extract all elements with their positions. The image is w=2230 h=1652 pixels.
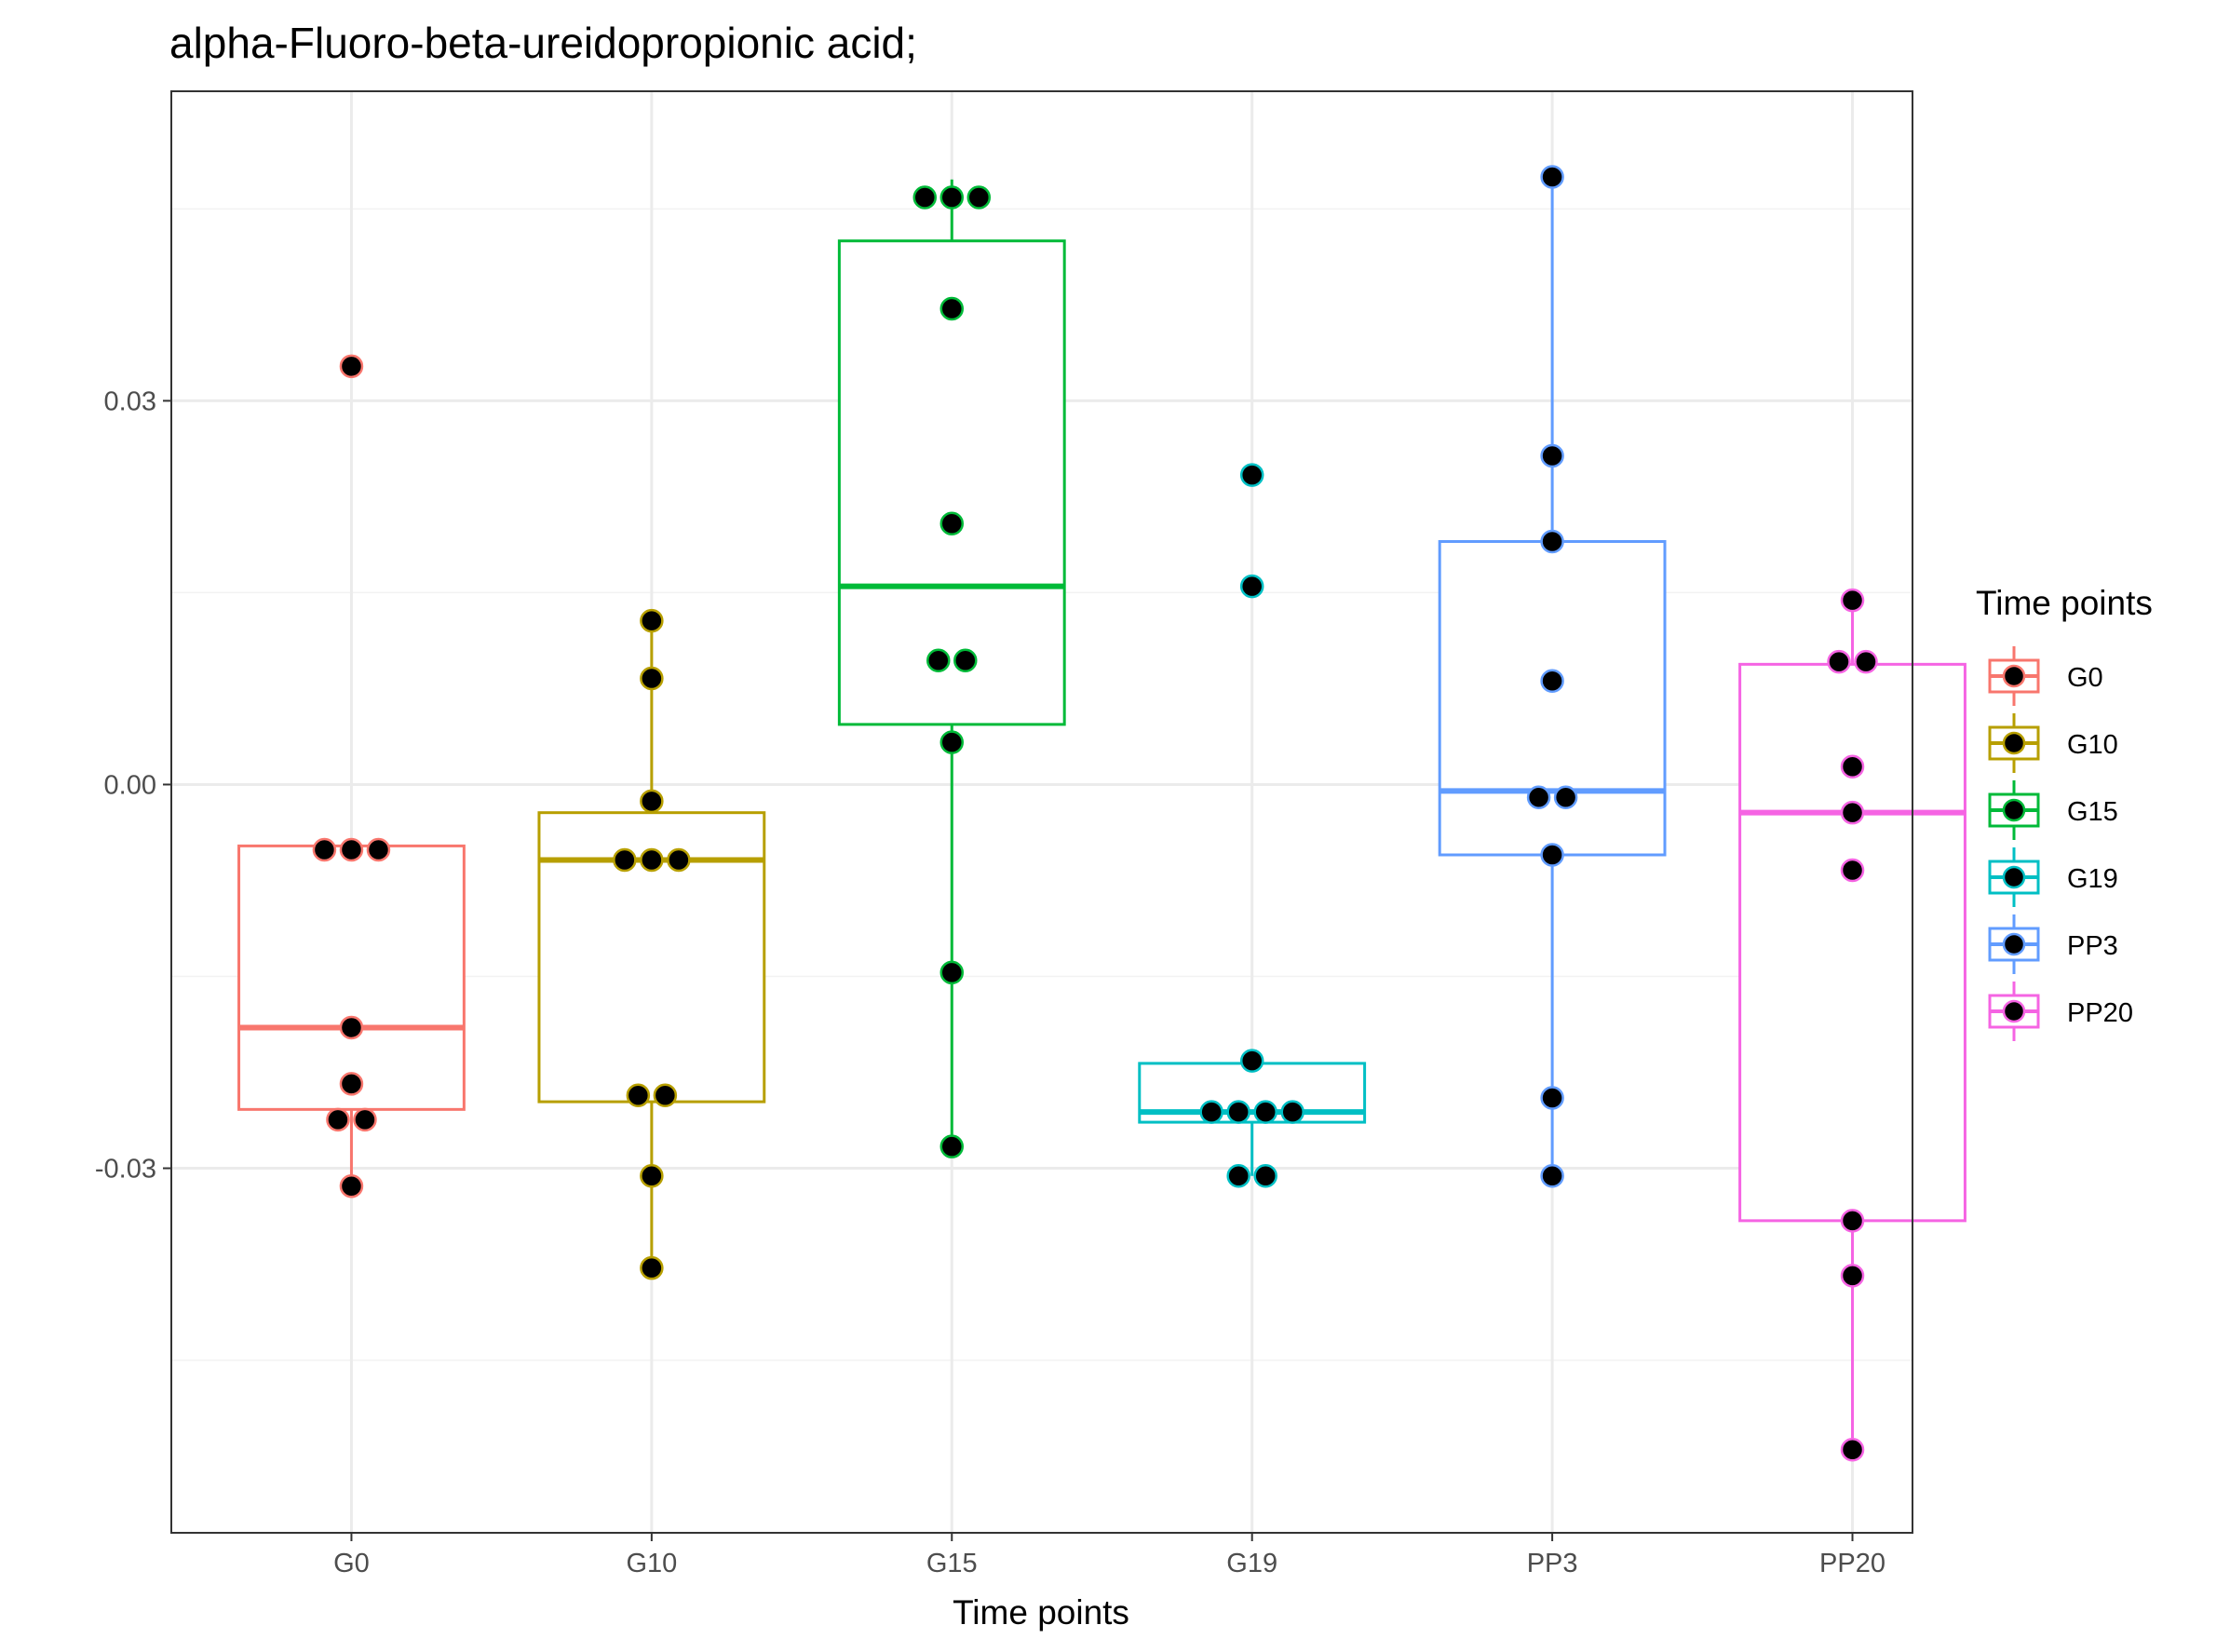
legend-key-point	[2002, 731, 2026, 755]
data-point	[339, 837, 364, 862]
data-point	[1854, 649, 1878, 674]
x-axis-title: Time points	[953, 1593, 1129, 1632]
data-point	[640, 789, 664, 814]
boxplot-g15	[837, 179, 1066, 1147]
data-point	[326, 1107, 350, 1132]
data-point	[1840, 1209, 1865, 1233]
legend-key-point	[2002, 932, 2026, 956]
data-point	[640, 666, 664, 691]
x-tick-label: G19	[1226, 1549, 1277, 1578]
boxplots	[237, 177, 1966, 1450]
legend-item-g19: G19	[1988, 847, 2118, 907]
data-point	[339, 1174, 364, 1198]
chart-title: alpha-Fluoro-beta-ureidopropionic acid;	[169, 19, 917, 67]
data-point	[667, 847, 691, 873]
data-points	[312, 165, 1878, 1462]
legend-label: PP20	[2067, 998, 2133, 1028]
data-point	[1540, 669, 1564, 693]
axes: -0.03 0.00 0.03 G0 G10 G15 G19 PP3 PP20	[95, 90, 1913, 1578]
data-point	[1553, 785, 1578, 809]
legend-key-point	[2002, 798, 2026, 822]
box	[1438, 539, 1667, 857]
legend-label: G10	[2067, 730, 2118, 760]
data-point	[1540, 1086, 1564, 1110]
box	[837, 239, 1066, 726]
data-point	[939, 296, 965, 321]
boxplot-g19	[1138, 1062, 1367, 1176]
data-point	[939, 1134, 965, 1158]
data-point	[1239, 463, 1264, 487]
data-point	[1239, 1049, 1264, 1073]
box	[237, 844, 466, 1111]
data-point	[640, 1164, 664, 1188]
data-point	[339, 1072, 364, 1096]
data-point	[1540, 843, 1564, 867]
legend-title: Time points	[1976, 584, 2153, 622]
legend-item-g10: G10	[1988, 713, 2118, 773]
legend-label: PP3	[2067, 931, 2118, 961]
data-point	[939, 960, 965, 985]
legend: Time points G0 G10 G15 G19 PP3 PP20	[1976, 584, 2153, 1041]
data-point	[1253, 1100, 1277, 1124]
data-point	[626, 1083, 651, 1107]
box	[1738, 662, 1966, 1223]
data-point	[953, 648, 978, 672]
y-tick-label: 0.00	[104, 770, 156, 800]
data-point	[640, 1255, 664, 1280]
data-point	[653, 1083, 678, 1107]
data-point	[1226, 1164, 1250, 1188]
data-point	[640, 608, 664, 633]
data-point	[339, 354, 364, 379]
data-point	[1840, 754, 1865, 779]
data-point	[1840, 588, 1865, 613]
legend-key-point	[2002, 999, 2026, 1023]
data-point	[966, 185, 992, 210]
data-point	[912, 185, 938, 210]
plot-border	[170, 90, 1913, 1534]
legend-key-point	[2002, 664, 2026, 688]
data-point	[1840, 1264, 1865, 1288]
data-point	[640, 847, 664, 873]
data-point	[312, 837, 337, 862]
x-tick-label: G10	[626, 1549, 677, 1578]
x-tick-label: PP20	[1819, 1549, 1885, 1578]
data-point	[1540, 529, 1564, 554]
data-point	[366, 837, 391, 862]
legend-key-point	[2002, 865, 2026, 889]
data-point	[1540, 443, 1564, 468]
legend-label: G19	[2067, 864, 2118, 894]
x-tick-label: PP3	[1527, 1549, 1578, 1578]
data-point	[1840, 1437, 1865, 1462]
y-tick-label: -0.03	[95, 1155, 156, 1185]
data-point	[1253, 1164, 1277, 1188]
data-point	[939, 730, 965, 754]
data-point	[353, 1107, 377, 1132]
data-point	[339, 1015, 364, 1040]
legend-label: G0	[2067, 663, 2103, 693]
x-tick-label: G15	[926, 1549, 978, 1578]
legend-item-pp20: PP20	[1988, 982, 2133, 1041]
data-point	[1840, 858, 1865, 883]
data-point	[1526, 785, 1551, 809]
data-point	[1540, 1164, 1564, 1188]
data-point	[1226, 1100, 1250, 1124]
x-tick-label: G0	[333, 1549, 370, 1578]
data-point	[613, 847, 637, 873]
data-point	[1827, 649, 1851, 674]
legend-label: G15	[2067, 797, 2118, 827]
data-point	[1840, 800, 1865, 825]
data-point	[926, 648, 951, 672]
y-tick-label: 0.03	[104, 386, 156, 416]
data-point	[1280, 1100, 1304, 1124]
data-point	[939, 185, 965, 210]
data-point	[1540, 165, 1564, 189]
boxplot-pp3	[1438, 177, 1667, 1176]
data-point	[1239, 574, 1264, 599]
legend-item-g15: G15	[1988, 780, 2118, 840]
legend-item-pp3: PP3	[1988, 914, 2118, 974]
legend-item-g0: G0	[1988, 646, 2103, 706]
data-point	[1199, 1100, 1223, 1124]
data-point	[939, 511, 965, 536]
